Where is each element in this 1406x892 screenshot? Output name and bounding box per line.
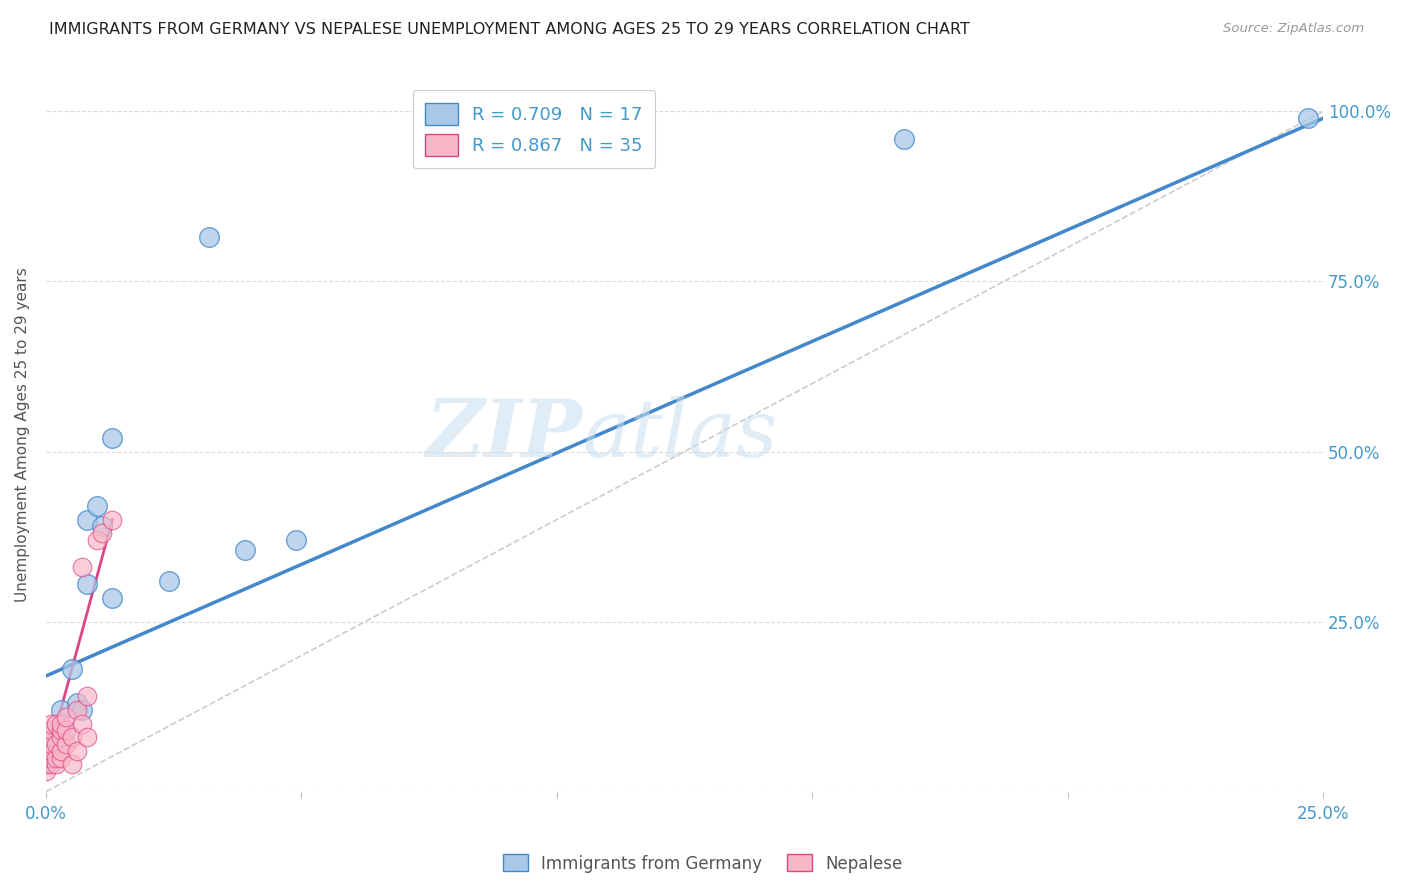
Point xyxy=(893,131,915,145)
Point xyxy=(101,512,124,526)
Legend: Immigrants from Germany, Nepalese: Immigrants from Germany, Nepalese xyxy=(496,847,910,880)
Point xyxy=(39,727,62,741)
Point xyxy=(39,730,62,744)
Point xyxy=(51,703,73,717)
Text: Source: ZipAtlas.com: Source: ZipAtlas.com xyxy=(1223,22,1364,36)
Point xyxy=(1296,112,1319,126)
Legend: R = 0.709   N = 17, R = 0.867   N = 35: R = 0.709 N = 17, R = 0.867 N = 35 xyxy=(412,90,655,169)
Text: ZIP: ZIP xyxy=(426,396,582,474)
Y-axis label: Unemployment Among Ages 25 to 29 years: Unemployment Among Ages 25 to 29 years xyxy=(15,267,30,602)
Point xyxy=(45,737,67,751)
Point xyxy=(101,431,124,445)
Text: IMMIGRANTS FROM GERMANY VS NEPALESE UNEMPLOYMENT AMONG AGES 25 TO 29 YEARS CORRE: IMMIGRANTS FROM GERMANY VS NEPALESE UNEM… xyxy=(49,22,970,37)
Point xyxy=(76,690,98,704)
Point xyxy=(55,723,77,738)
Point xyxy=(65,696,87,710)
Point xyxy=(70,560,93,574)
Point xyxy=(35,744,58,758)
Point xyxy=(233,543,256,558)
Point xyxy=(51,750,73,764)
Point xyxy=(101,591,124,605)
Point xyxy=(45,716,67,731)
Point xyxy=(35,750,58,764)
Point xyxy=(55,737,77,751)
Point xyxy=(39,750,62,764)
Point xyxy=(39,716,62,731)
Point xyxy=(285,533,308,547)
Point xyxy=(45,750,67,764)
Point xyxy=(60,757,83,772)
Point xyxy=(198,230,221,244)
Point xyxy=(91,519,114,533)
Point xyxy=(70,716,93,731)
Point xyxy=(39,744,62,758)
Point xyxy=(45,757,67,772)
Point xyxy=(35,757,58,772)
Point xyxy=(35,764,58,779)
Text: atlas: atlas xyxy=(582,396,778,474)
Point xyxy=(51,723,73,738)
Point xyxy=(76,577,98,591)
Point xyxy=(39,723,62,738)
Point xyxy=(91,526,114,541)
Point xyxy=(51,730,73,744)
Point xyxy=(65,744,87,758)
Point xyxy=(65,703,87,717)
Point xyxy=(70,703,93,717)
Point xyxy=(51,716,73,731)
Point xyxy=(60,662,83,676)
Point xyxy=(86,533,108,547)
Point xyxy=(157,574,180,588)
Point xyxy=(39,757,62,772)
Point xyxy=(39,737,62,751)
Point xyxy=(55,710,77,724)
Point xyxy=(86,499,108,513)
Point xyxy=(35,737,58,751)
Point xyxy=(76,730,98,744)
Point xyxy=(51,744,73,758)
Point xyxy=(60,730,83,744)
Point xyxy=(76,512,98,526)
